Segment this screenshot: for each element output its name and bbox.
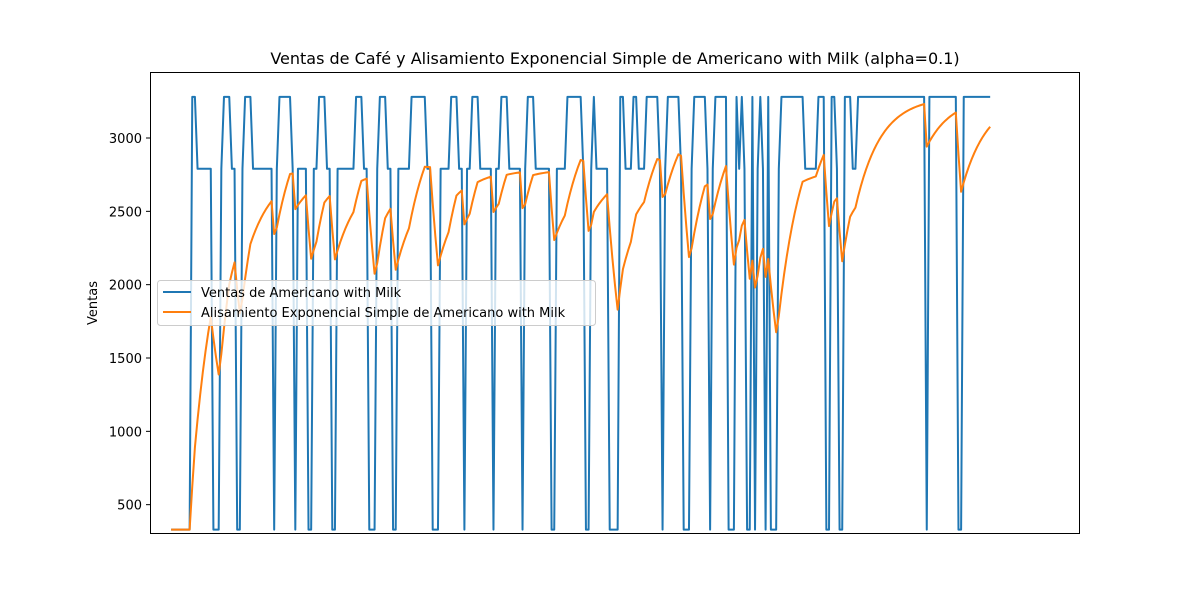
series-line-ventas [171,95,991,531]
series-line-alisamiento [171,103,991,531]
y-tick-label: 1500 [109,352,142,367]
legend: Ventas de Americano with Milk Alisamient… [157,280,596,326]
legend-box [157,280,596,326]
y-tick-label: 2500 [109,205,142,220]
y-axis-ticks: 500 1000 1500 2000 2500 3000 [109,132,150,514]
y-tick-label: 500 [117,499,142,514]
legend-label-ventas: Ventas de Americano with Milk [201,286,402,301]
y-tick-label: 3000 [109,132,142,147]
chart-title: Ventas de Café y Alisamiento Exponencial… [270,49,959,68]
plot-frame [150,72,1080,534]
series-layer [171,95,991,531]
y-tick-label: 1000 [109,425,142,440]
y-tick-label: 2000 [109,279,142,294]
legend-label-alisamiento: Alisamiento Exponencial Simple de Americ… [201,306,566,321]
y-axis-label: Ventas [86,281,101,325]
